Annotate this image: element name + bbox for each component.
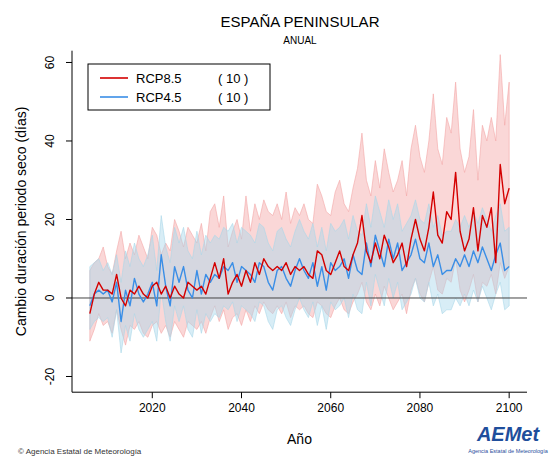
x-tick [152, 392, 153, 398]
y-tick-label: -20 [43, 368, 57, 386]
series-line [90, 165, 509, 314]
x-tick [509, 392, 510, 398]
x-axis-label: Año [287, 431, 312, 447]
x-tick-label: 2100 [496, 401, 523, 415]
y-axis-label: Cambio duración periodo seco (días) [13, 107, 29, 337]
x-tick-label: 2060 [317, 401, 344, 415]
x-tick-label: 2020 [139, 401, 166, 415]
plot-area [72, 55, 527, 353]
y-tick-label: 0 [43, 294, 57, 301]
y-axis-line [72, 51, 73, 393]
y-tick [66, 219, 72, 220]
series-line [90, 235, 509, 321]
legend-label: RCP8.5 [136, 71, 182, 86]
title: ESPAÑA PENINSULAR [221, 13, 380, 30]
y-tick [66, 140, 72, 141]
y-tick-label: 40 [43, 134, 57, 148]
x-tick-label: 2040 [228, 401, 255, 415]
x-tick [241, 392, 242, 398]
y-tick [66, 376, 72, 377]
chart: ESPAÑA PENINSULARANUAL-20020406020202040… [0, 0, 550, 462]
x-axis-line [72, 392, 527, 393]
legend-note: ( 10 ) [218, 90, 248, 105]
legend: RCP8.5 ( 10 ) RCP4.5 ( 10 ) [88, 64, 270, 110]
logo: AEMet [476, 423, 541, 445]
x-tick-label: 2080 [407, 401, 434, 415]
y-tick [66, 62, 72, 63]
y-tick-label: 60 [43, 55, 57, 69]
y-tick-label: 20 [43, 212, 57, 226]
y-tick [66, 297, 72, 298]
legend-label: RCP4.5 [136, 90, 182, 105]
legend-box [88, 64, 270, 110]
source: © Agencia Estatal de Meteorología [18, 447, 142, 456]
legend-swatch [100, 77, 128, 79]
subtitle: ANUAL [283, 35, 317, 46]
legend-note: ( 10 ) [218, 71, 248, 86]
logo-subtitle: Agencia Estatal de Meteorología [468, 448, 548, 454]
x-tick [330, 392, 331, 398]
legend-swatch [100, 96, 128, 98]
x-tick [419, 392, 420, 398]
